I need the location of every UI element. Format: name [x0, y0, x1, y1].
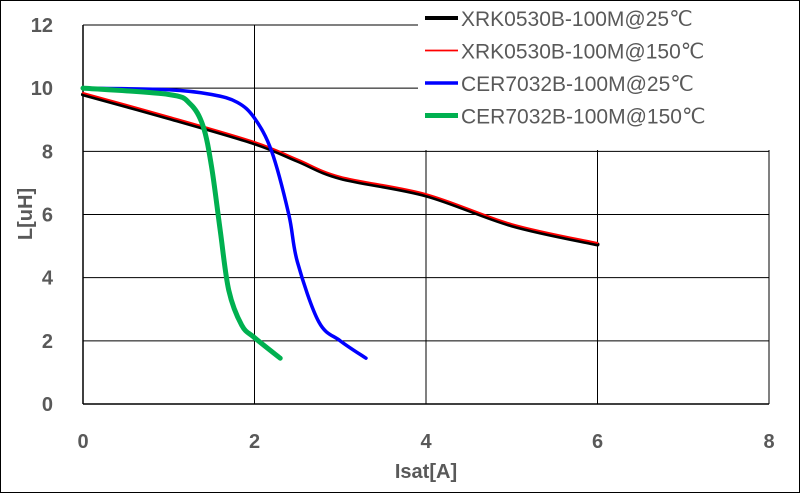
legend-label-cer7032b-150c: CER7032B-100M@150℃ [461, 106, 706, 129]
y-tick-label: 10 [31, 78, 53, 100]
legend-background [418, 2, 770, 150]
y-tick-label: 2 [42, 331, 53, 353]
legend-label-cer7032b-25c: CER7032B-100M@25℃ [461, 73, 694, 96]
y-axis-label: L[uH] [15, 188, 37, 240]
x-tick-label: 6 [592, 431, 603, 453]
x-tick-label: 4 [420, 431, 432, 453]
y-tick-label: 4 [42, 268, 54, 290]
series-line-cer7032b-150c [80, 85, 283, 361]
legend: XRK0530B-100M@25℃ XRK0530B-100M@150℃ CER70… [425, 8, 706, 129]
x-axis-label: Isat[A] [395, 461, 457, 483]
legend-label-xrk0530b-25c: XRK0530B-100M@25℃ [461, 8, 693, 31]
y-tick-label: 6 [42, 205, 53, 227]
x-tick-label: 8 [763, 431, 774, 453]
legend-label-xrk0530b-150c: XRK0530B-100M@150℃ [461, 41, 704, 64]
x-tick-label: 0 [77, 431, 88, 453]
series-line-xrk0530b-25c [81, 92, 600, 247]
series-line-xrk0530b-150c [82, 92, 599, 244]
y-tick-label: 0 [42, 394, 53, 416]
y-tick-label: 12 [31, 15, 53, 37]
y-tick-label: 8 [42, 141, 53, 163]
series-line-cer7032b-25c [81, 86, 368, 360]
x-tick-label: 2 [249, 431, 260, 453]
